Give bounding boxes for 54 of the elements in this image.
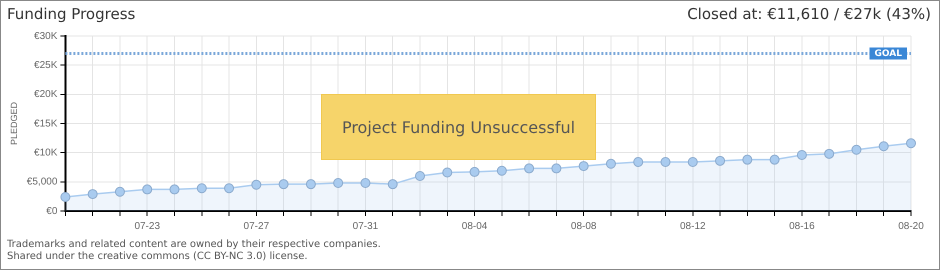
point: [278, 179, 289, 190]
point: [578, 161, 589, 172]
point: [251, 180, 262, 190]
x-tick-label: 08-08: [570, 220, 597, 232]
point: [906, 138, 916, 148]
x-tick-label: 07-27: [244, 220, 270, 232]
point: [633, 157, 644, 167]
point: [170, 184, 180, 194]
point: [88, 189, 98, 200]
point: [851, 144, 862, 155]
point: [415, 171, 425, 181]
text: Trademarks and related content are owned by their respective companies.: [7, 239, 381, 251]
point: [496, 166, 507, 176]
point: [551, 163, 562, 174]
point: [333, 178, 344, 188]
point: [606, 158, 616, 169]
point: [224, 183, 234, 194]
point: [742, 154, 752, 165]
x-tick-label: 07-23: [134, 220, 160, 232]
notice-banner: Project Funding Unsuccessful: [321, 94, 596, 160]
point: [715, 156, 726, 166]
x-tick-label: 08-16: [789, 220, 816, 232]
y-tick-label: €0: [46, 206, 58, 217]
x-tick-label: 08-12: [680, 220, 706, 232]
point: [878, 141, 889, 152]
point: [688, 157, 698, 167]
x-tick-label: 08-20: [898, 220, 924, 232]
point: [360, 178, 370, 188]
point: [796, 150, 807, 160]
point: [442, 168, 452, 178]
y-tick-label: €30K: [34, 30, 58, 42]
y-tick-label: €5,000: [26, 176, 58, 188]
y-tick-label: €10K: [34, 147, 58, 158]
x-tick-label: 08-04: [462, 220, 488, 232]
point: [306, 179, 316, 190]
x-tick-label: 07-31: [352, 220, 379, 232]
y-tick-label: €20K: [34, 89, 58, 100]
point: [196, 183, 207, 194]
chart-title: Funding Progress: [7, 5, 136, 23]
point: [470, 166, 480, 177]
point: [142, 184, 152, 194]
text: Shared under the creative commons (CC BY-NC 3.0) license.: [7, 251, 309, 263]
ref-line-label: GOAL: [874, 48, 902, 59]
point: [524, 163, 534, 174]
point: [660, 157, 670, 167]
point: [770, 154, 780, 165]
point: [60, 192, 70, 202]
point: [388, 179, 398, 190]
chart-subtitle: Closed at: €11,610 / €27k (43%): [687, 5, 931, 23]
point: [114, 186, 125, 197]
y-tick-label: €15K: [34, 118, 58, 130]
point: [824, 148, 834, 159]
y-tick-label: €25K: [34, 60, 58, 71]
y-axis-title: PLEDGED: [8, 101, 19, 146]
